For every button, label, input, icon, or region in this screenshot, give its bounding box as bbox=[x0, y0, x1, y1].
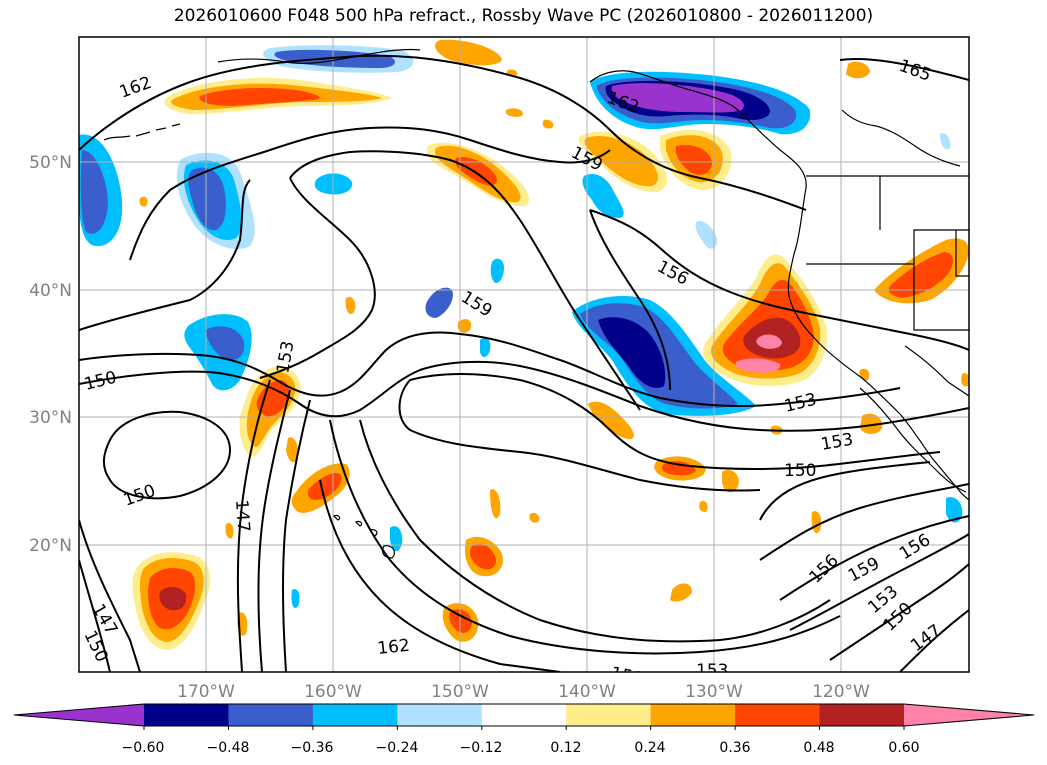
colorbar-tick-label: −0.60 bbox=[122, 740, 165, 756]
longitude-labels: 170°W 160°W 150°W 140°W 130°W 120°W bbox=[177, 682, 870, 702]
colorbar-segment bbox=[735, 704, 821, 726]
lat-label-30n: 30°N bbox=[29, 408, 72, 428]
height-contours bbox=[79, 54, 969, 672]
colorbar-segment bbox=[819, 704, 905, 726]
latitude-labels: 50°N 40°N 30°N 20°N bbox=[29, 153, 72, 556]
lon-label-120w: 120°W bbox=[812, 682, 870, 702]
colorbar-extend-low bbox=[14, 704, 144, 726]
colorbar-tick-labels: −0.60 −0.48 −0.36 −0.24 −0.12 0.12 0.24 … bbox=[122, 740, 920, 756]
coastlines bbox=[103, 48, 969, 501]
contour-label: 150 bbox=[784, 461, 816, 481]
colorbar-segment bbox=[312, 704, 398, 726]
contour-label: 147 bbox=[231, 499, 253, 533]
colorbar-tick-label: 0.60 bbox=[888, 740, 919, 756]
colorbar-tick-label: −0.36 bbox=[291, 740, 334, 756]
colorbar-tick-label: −0.24 bbox=[376, 740, 419, 756]
positive-anomaly-shading bbox=[132, 39, 969, 650]
colorbar-extend-high bbox=[904, 704, 1034, 726]
lat-label-40n: 40°N bbox=[29, 281, 72, 301]
lon-label-160w: 160°W bbox=[304, 682, 362, 702]
lon-label-150w: 150°W bbox=[431, 682, 489, 702]
colorbar-segment bbox=[228, 704, 314, 726]
colorbar-tick-label: 0.24 bbox=[634, 740, 665, 756]
colorbar-tick-label: 0.12 bbox=[550, 740, 581, 756]
colorbar-tick-label: 0.36 bbox=[719, 740, 750, 756]
graticule bbox=[79, 37, 969, 672]
contour-label: 150 bbox=[609, 663, 645, 689]
contour-label: 162 bbox=[376, 636, 410, 659]
colorbar-segment bbox=[650, 704, 736, 726]
lon-label-140w: 140°W bbox=[558, 682, 616, 702]
colorbar-tick-label: −0.48 bbox=[207, 740, 250, 756]
lon-label-170w: 170°W bbox=[177, 682, 235, 702]
lat-label-20n: 20°N bbox=[29, 536, 72, 556]
lon-label-130w: 130°W bbox=[685, 682, 743, 702]
colorbar-tick-label: −0.12 bbox=[460, 740, 503, 756]
colorbar-tick-label: 0.48 bbox=[803, 740, 834, 756]
figure-title: 2026010600 F048 500 hPa refract., Rossby… bbox=[173, 6, 874, 26]
map-content: 162 165 162 159 156 159 153 150 153 153 … bbox=[79, 37, 969, 689]
colorbar-segment bbox=[397, 704, 483, 726]
contour-label: 153 bbox=[696, 661, 728, 681]
colorbar-segment bbox=[144, 704, 229, 726]
colorbar-segment bbox=[481, 704, 567, 726]
colorbar bbox=[13, 703, 1035, 730]
map-frame bbox=[78, 36, 970, 673]
colorbar-segment bbox=[566, 704, 652, 726]
lat-label-50n: 50°N bbox=[29, 153, 72, 173]
